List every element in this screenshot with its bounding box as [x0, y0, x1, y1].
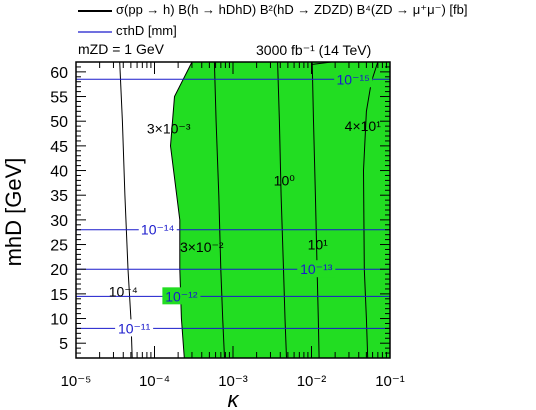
y-tick-label: 20 — [50, 262, 68, 279]
legend-black-label: σ(pp → h) B(h → hDhD) B²(hD → ZDZD) B⁴(Z… — [116, 2, 468, 17]
y-tick-label: 45 — [50, 139, 68, 156]
excluded-region — [170, 62, 390, 358]
y-tick-label: 40 — [50, 164, 68, 181]
cross-section-contour-2 — [213, 61, 225, 359]
cross-section-label: 3×10⁻² — [180, 239, 224, 255]
lifetime-label: 10⁻¹³ — [300, 261, 333, 277]
legend-blue-entry: cτhD [mm] — [116, 23, 177, 38]
cross-section-contour-3 — [277, 61, 287, 359]
cross-section-contour-0 — [119, 61, 133, 359]
lumi-label: 3000 fb⁻¹ (14 TeV) — [256, 42, 372, 58]
mass-label: mZD = 1 GeV — [78, 41, 164, 57]
y-tick-label: 10 — [50, 312, 68, 329]
x-tick-label: 10⁻¹ — [375, 373, 405, 390]
y-axis-title: mhD [GeV] — [1, 158, 26, 267]
cross-section-contour-1 — [169, 61, 193, 359]
x-tick-label: 10⁻² — [297, 373, 327, 390]
cross-section-label: 10⁻⁴ — [109, 283, 138, 299]
contour-label-layer: 10⁻⁴ 3×10⁻³ 3×10⁻² 10⁰ 10¹ 4×10¹ 10⁻¹¹ 10⁻¹² 10⁻… — [109, 70, 382, 337]
lumi-annotation: 3000 fb⁻¹ (14 TeV) — [256, 42, 371, 59]
axis-layer: 10⁻⁵ 10⁻⁴ 10⁻³ 10⁻² 10⁻¹ 5 10 15 20 25 30 35 40 45 50 5… — [50, 61, 405, 390]
x-axis-title: κ — [228, 387, 240, 410]
legend-black-entry: σ(pp → h) B(h → hDhD) B²(hD → ZDZD) B⁴(Z… — [116, 2, 467, 18]
y-tick-label: 60 — [50, 65, 68, 82]
y-tick-label: 25 — [50, 238, 68, 255]
lifetime-label-bg — [138, 220, 177, 238]
cross-section-contour-4 — [311, 61, 320, 359]
cross-section-label: 3×10⁻³ — [147, 121, 191, 137]
excluded-region-layer — [170, 62, 390, 358]
y-tick-label: 15 — [50, 287, 68, 304]
y-tick-label: 35 — [50, 188, 68, 205]
y-tick-label: 55 — [50, 90, 68, 107]
y-tick-label: 5 — [59, 336, 68, 353]
lifetime-label-bg — [115, 319, 154, 337]
cross-section-label: 10¹ — [308, 236, 329, 252]
mass-annotation: mZD = 1 GeV — [78, 41, 164, 57]
lifetime-label: 10⁻¹⁵ — [337, 71, 370, 87]
lifetime-label-bg — [162, 287, 201, 305]
legend-blue-label: cτhD [mm] — [116, 23, 177, 38]
x-tick-label: 10⁻³ — [218, 373, 248, 390]
lifetime-label-bg — [334, 70, 373, 88]
y-tick-label: 30 — [50, 213, 68, 230]
x-tick-label: 10⁻⁵ — [61, 373, 92, 390]
cross-section-label: 4×10¹ — [345, 118, 382, 134]
lifetime-label-bg — [297, 260, 336, 278]
x-tick-label: 10⁻⁴ — [139, 373, 170, 390]
y-tick-label: 50 — [50, 114, 68, 131]
lifetime-label: 10⁻¹¹ — [118, 320, 151, 336]
cross-section-contour-layer — [119, 61, 379, 359]
cross-section-label: 10⁰ — [274, 172, 296, 188]
lifetime-label: 10⁻¹⁴ — [141, 222, 175, 238]
lifetime-label: 10⁻¹² — [165, 288, 198, 304]
